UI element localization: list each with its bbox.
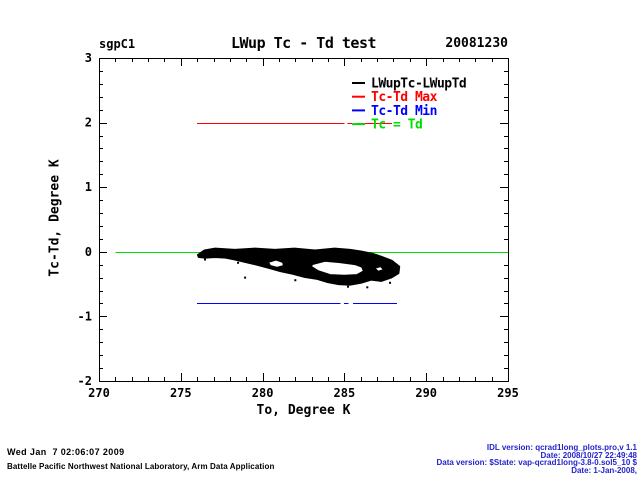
timestamp-text: Wed Jan 7 02:06:07 2009 — [7, 447, 125, 457]
idl-date-text: Date: 2008/10/27 22:49:48 — [540, 450, 637, 460]
scatter-point — [237, 261, 240, 264]
legend-entry-label: Tc = Td — [371, 118, 422, 133]
plot-box — [99, 58, 509, 382]
legend-entry-label: Tc-Td Min — [371, 104, 437, 119]
x-axis-tick-label: 295 — [497, 386, 519, 400]
data-date-text: Date: 1-Jan-2008, — [571, 465, 637, 475]
idl-version-text: IDL version: qcrad1long_plots.pro,v 1.1 — [486, 443, 637, 452]
version-info-block: IDL version: qcrad1long_plots.pro,v 1.1 … — [436, 444, 637, 474]
x-axis-tick-label: 290 — [415, 386, 437, 400]
scatter-point — [397, 268, 400, 271]
y-axis-tick-label: 1 — [85, 180, 92, 194]
scatter-point — [294, 279, 297, 282]
y-axis-tick-label: 2 — [85, 116, 92, 130]
scatter-point — [389, 281, 392, 284]
x-axis-tick-label: 280 — [252, 386, 274, 400]
data-version-text: Data version: $State: vap-qcrad1long-3.8… — [436, 458, 637, 468]
scatter-point — [204, 258, 207, 261]
scatter-point — [346, 285, 349, 288]
x-axis-tick-label: 275 — [170, 386, 192, 400]
y-axis-tick-label: 3 — [85, 51, 92, 65]
scatter-point — [366, 286, 369, 289]
x-axis-tick-label: 285 — [334, 386, 356, 400]
y-axis-tick-label: -1 — [78, 309, 92, 323]
y-axis-tick-label: -2 — [78, 374, 92, 388]
x-axis-label: To, Degree K — [256, 403, 351, 418]
site-label: sgpC1 — [99, 37, 136, 51]
organization-text: Battelle Pacific Northwest National Labo… — [7, 462, 275, 471]
legend-entry-label: LWupTc-LWupTd — [371, 77, 466, 92]
date-label: 20081230 — [445, 36, 508, 51]
plot-title: LWup Tc - Td test — [230, 34, 377, 52]
scatter-cluster — [197, 247, 401, 286]
legend-entry-label: Tc-Td Max — [371, 90, 438, 105]
x-axis-tick-label: 270 — [88, 386, 110, 400]
scatter-point — [244, 276, 247, 279]
y-axis-tick-label: 0 — [85, 245, 92, 259]
